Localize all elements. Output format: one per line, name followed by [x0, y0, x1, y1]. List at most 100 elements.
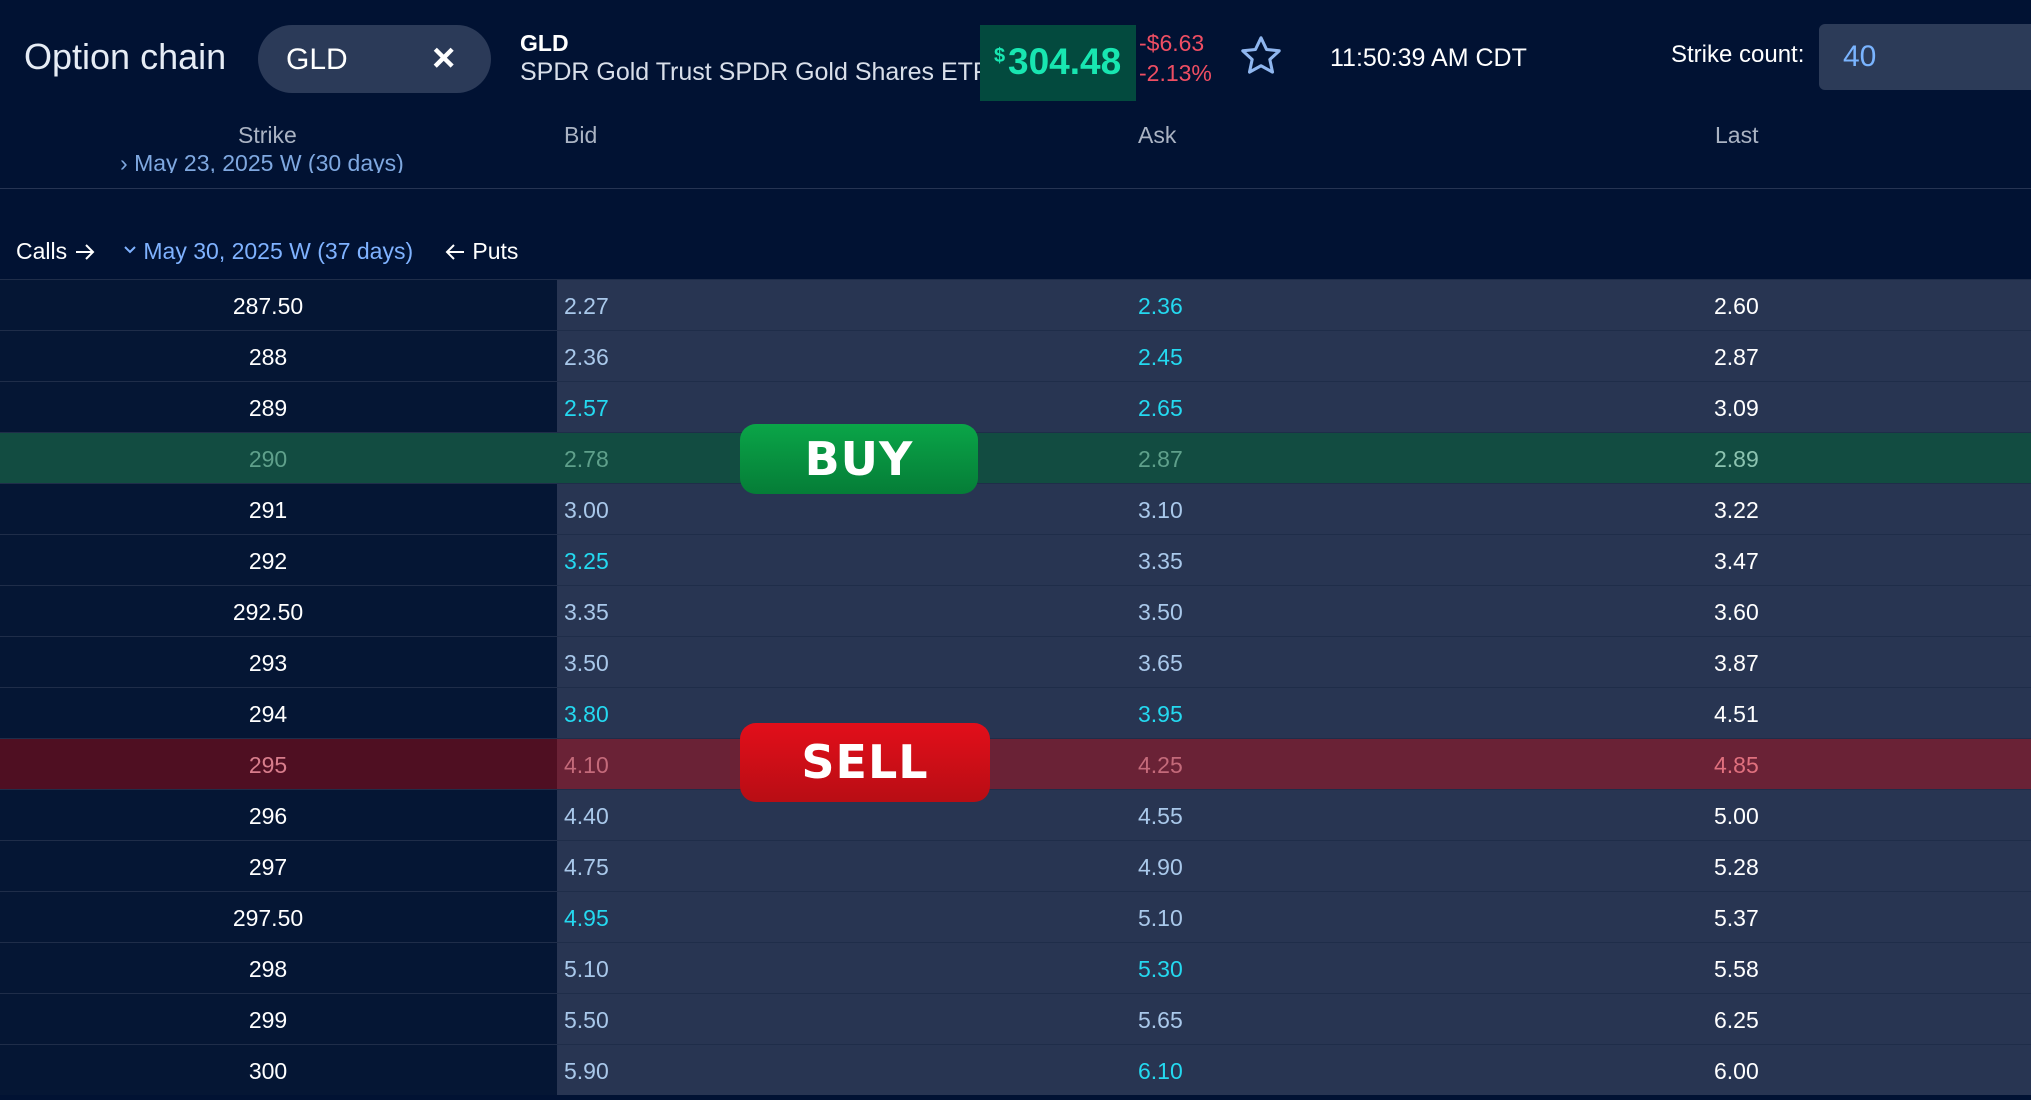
ask-cell[interactable]: 5.65 — [1138, 1007, 1183, 1033]
ask-cell[interactable]: 3.95 — [1138, 701, 1183, 727]
ask-cell[interactable]: 3.35 — [1138, 548, 1183, 574]
last-cell: 6.00 — [1714, 1058, 1759, 1084]
table-row[interactable]: 288 2.36 2.45 2.87 — [0, 330, 2031, 381]
buy-button[interactable]: BUY — [740, 424, 978, 494]
strike-cell: 292 — [248, 548, 288, 574]
table-row[interactable]: 296 4.40 4.55 5.00 — [0, 789, 2031, 840]
favorite-star-icon[interactable] — [1238, 33, 1284, 79]
table-row[interactable]: 292.50 3.35 3.50 3.60 — [0, 585, 2031, 636]
bid-cell[interactable]: 4.95 — [564, 905, 609, 931]
divider — [0, 188, 2031, 189]
quote-cell-bg — [557, 586, 2031, 636]
bid-cell[interactable]: 4.75 — [564, 854, 609, 880]
ask-cell[interactable]: 2.65 — [1138, 395, 1183, 421]
strike-count-input[interactable] — [1819, 24, 2031, 90]
ticker-input-value[interactable]: GLD — [286, 43, 348, 76]
last-cell: 2.60 — [1714, 293, 1759, 319]
ask-cell[interactable]: 4.25 — [1138, 752, 1183, 778]
sell-button[interactable]: SELL — [740, 723, 990, 802]
quote-cell-bg — [557, 943, 2031, 993]
option-chain-table: 287.50 2.27 2.36 2.60 288 2.36 2.45 2.87 289 2.57… — [0, 279, 2031, 1095]
bid-cell[interactable]: 2.36 — [564, 344, 609, 370]
bid-cell[interactable]: 3.50 — [564, 650, 609, 676]
bid-cell[interactable]: 5.90 — [564, 1058, 609, 1084]
strike-cell: 293 — [248, 650, 288, 676]
last-cell: 5.00 — [1714, 803, 1759, 829]
expiration-previous[interactable]: › May 23, 2025 W (30 days) — [120, 150, 404, 173]
strike-cell-bg — [0, 535, 557, 585]
ask-cell[interactable]: 3.65 — [1138, 650, 1183, 676]
table-row[interactable]: 298 5.10 5.30 5.58 — [0, 942, 2031, 993]
price-change-percent: -2.13% — [1139, 60, 1212, 86]
bid-cell[interactable]: 2.78 — [564, 446, 609, 472]
strike-count-label: Strike count: — [1671, 41, 1805, 68]
last-cell: 3.60 — [1714, 599, 1759, 625]
price-change: -$6.63 — [1139, 30, 1205, 56]
bid-cell[interactable]: 3.80 — [564, 701, 609, 727]
bid-cell[interactable]: 2.27 — [564, 293, 609, 319]
quote-cell-bg — [557, 841, 2031, 891]
strike-cell: 300 — [248, 1058, 288, 1084]
calls-toggle[interactable]: Calls — [16, 238, 96, 265]
strike-cell-bg — [0, 637, 557, 687]
table-row[interactable]: 290 2.78 2.87 2.89 — [0, 432, 2031, 483]
ask-cell[interactable]: 2.36 — [1138, 293, 1183, 319]
quote-cell-bg — [557, 1045, 2031, 1095]
strike-cell-bg — [0, 994, 557, 1044]
strike-cell: 292.50 — [232, 599, 304, 625]
strike-cell: 299 — [248, 1007, 288, 1033]
ask-cell[interactable]: 4.90 — [1138, 854, 1183, 880]
ask-cell[interactable]: 4.55 — [1138, 803, 1183, 829]
table-row[interactable]: 287.50 2.27 2.36 2.60 — [0, 279, 2031, 330]
last-cell: 5.28 — [1714, 854, 1759, 880]
ask-cell[interactable]: 2.87 — [1138, 446, 1183, 472]
table-row[interactable]: 297 4.75 4.90 5.28 — [0, 840, 2031, 891]
bid-cell[interactable]: 3.00 — [564, 497, 609, 523]
ticker-search-field[interactable]: GLD × — [258, 25, 491, 93]
ask-cell[interactable]: 6.10 — [1138, 1058, 1183, 1084]
table-row[interactable]: 297.50 4.95 5.10 5.37 — [0, 891, 2031, 942]
strike-cell: 296 — [248, 803, 288, 829]
strike-cell: 289 — [248, 395, 288, 421]
quote-cell-bg — [557, 637, 2031, 687]
expiration-selected[interactable]: May 30, 2025 W (37 days) — [123, 238, 413, 265]
table-row[interactable]: 289 2.57 2.65 3.09 — [0, 381, 2031, 432]
ask-cell[interactable]: 5.10 — [1138, 905, 1183, 931]
ask-cell[interactable]: 5.30 — [1138, 956, 1183, 982]
ask-cell[interactable]: 2.45 — [1138, 344, 1183, 370]
symbol-label: GLD — [520, 30, 569, 56]
price-value: 304.48 — [1008, 41, 1122, 82]
bid-cell[interactable]: 2.57 — [564, 395, 609, 421]
table-row[interactable]: 299 5.50 5.65 6.25 — [0, 993, 2031, 1044]
quote-cell-bg — [557, 331, 2031, 381]
column-header-strike[interactable]: Strike — [238, 122, 297, 148]
arrow-right-icon — [75, 244, 94, 260]
table-row[interactable]: 294 3.80 3.95 4.51 — [0, 687, 2031, 738]
puts-toggle[interactable]: Puts — [444, 238, 518, 265]
ask-cell[interactable]: 3.10 — [1138, 497, 1183, 523]
clear-icon[interactable]: × — [432, 36, 456, 80]
strike-cell: 287.50 — [232, 293, 304, 319]
table-row[interactable]: 293 3.50 3.65 3.87 — [0, 636, 2031, 687]
bid-cell[interactable]: 3.35 — [564, 599, 609, 625]
bid-cell[interactable]: 3.25 — [564, 548, 609, 574]
column-header-ask[interactable]: Ask — [1138, 122, 1177, 148]
ask-cell[interactable]: 3.50 — [1138, 599, 1183, 625]
bid-cell[interactable]: 5.10 — [564, 956, 609, 982]
quote-cell-bg — [557, 994, 2031, 1044]
bid-cell[interactable]: 4.40 — [564, 803, 609, 829]
table-row[interactable]: 292 3.25 3.35 3.47 — [0, 534, 2031, 585]
column-header-last[interactable]: Last — [1715, 122, 1759, 148]
strike-cell: 297.50 — [232, 905, 304, 931]
last-cell: 2.89 — [1714, 446, 1759, 472]
strike-cell-bg — [0, 586, 557, 636]
bid-cell[interactable]: 5.50 — [564, 1007, 609, 1033]
table-row[interactable]: 300 5.90 6.10 6.00 — [0, 1044, 2031, 1095]
column-header-bid[interactable]: Bid — [564, 122, 598, 148]
table-row[interactable]: 291 3.00 3.10 3.22 — [0, 483, 2031, 534]
strike-cell-bg — [0, 280, 557, 330]
bid-cell[interactable]: 4.10 — [564, 752, 609, 778]
table-row[interactable]: 295 4.10 4.25 4.85 — [0, 738, 2031, 789]
strike-cell-bg — [0, 688, 557, 738]
